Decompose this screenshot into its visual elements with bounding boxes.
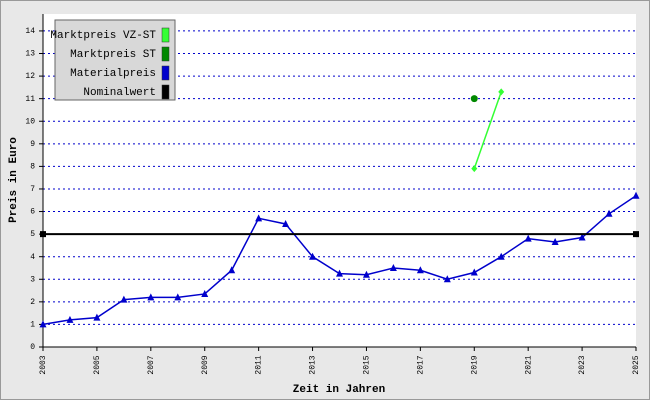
x-tick-label: 2013: [309, 355, 318, 374]
point: [498, 88, 505, 96]
point: [578, 233, 586, 241]
point: [362, 270, 370, 278]
point: [471, 165, 478, 173]
point: [147, 293, 155, 301]
x-tick-label: 2007: [147, 355, 156, 374]
x-tick-label: 2023: [578, 355, 587, 374]
point: [228, 266, 236, 274]
y-tick-label: 5: [30, 230, 35, 239]
point: [282, 219, 290, 227]
y-tick-label: 3: [30, 275, 35, 284]
y-tick-label: 4: [30, 253, 35, 262]
point: [255, 214, 263, 222]
point: [66, 315, 74, 323]
legend-swatch: [161, 65, 170, 81]
legend-label: Nominalwert: [83, 87, 156, 99]
point: [632, 191, 640, 199]
x-tick-label: 2021: [524, 355, 533, 374]
legend-label: Materialpreis: [70, 68, 156, 80]
y-tick-label: 8: [30, 162, 35, 171]
point: [93, 313, 101, 321]
y-tick-label: 10: [25, 117, 35, 126]
x-tick-label: 2009: [201, 355, 210, 374]
point: [605, 209, 613, 217]
point: [551, 238, 559, 246]
y-axis-label: Preis in Euro: [8, 137, 20, 223]
legend-swatch: [161, 27, 170, 43]
point: [201, 289, 209, 297]
point: [120, 295, 128, 303]
point: [470, 95, 478, 103]
x-tick-label: 2025: [632, 355, 641, 374]
y-tick-label: 11: [25, 95, 35, 104]
point: [497, 252, 505, 260]
point: [39, 320, 47, 328]
point: [389, 263, 397, 271]
legend-label: Marktpreis VZ-ST: [50, 30, 156, 42]
point: [336, 269, 343, 277]
x-tick-label: 2015: [363, 355, 372, 374]
x-axis-label: Zeit in Jahren: [293, 384, 385, 396]
x-tick-label: 2019: [470, 355, 479, 374]
point: [470, 268, 478, 276]
legend-swatch: [161, 46, 170, 62]
x-tick-label: 2011: [255, 355, 264, 374]
legend-box: [54, 19, 176, 101]
point: [524, 234, 532, 242]
point: [309, 252, 317, 260]
point: [443, 275, 451, 283]
legend-swatch: [161, 84, 170, 100]
y-tick-label: 6: [30, 208, 35, 217]
y-tick-label: 1: [30, 321, 35, 330]
series-line: [473, 91, 502, 169]
y-tick-label: 14: [25, 27, 35, 36]
x-tick-label: 2017: [416, 355, 425, 374]
x-tick-label: 2003: [39, 355, 48, 374]
y-tick-label: 13: [25, 50, 35, 59]
point: [40, 231, 46, 238]
point: [174, 293, 182, 301]
point: [633, 231, 639, 238]
x-tick-label: 2005: [93, 355, 102, 374]
y-tick-label: 9: [30, 140, 35, 149]
y-tick-label: 0: [30, 343, 35, 352]
y-tick-label: 7: [30, 185, 35, 194]
y-tick-label: 12: [25, 72, 35, 81]
y-tick-label: 2: [30, 298, 35, 307]
legend-label: Marktpreis ST: [70, 49, 156, 61]
point: [416, 266, 424, 274]
